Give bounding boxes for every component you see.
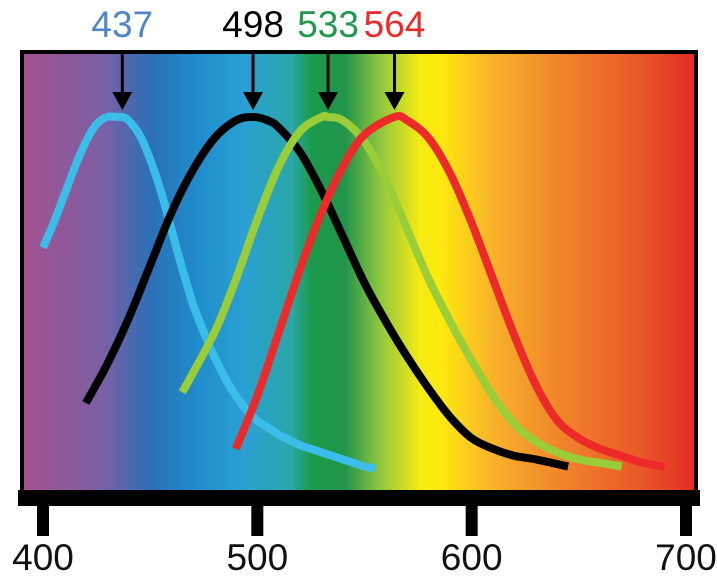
x-tick-label-500: 500 [226, 537, 288, 577]
x-tick-500 [251, 490, 264, 536]
peak-markers: 437 498 533 564 [91, 4, 425, 110]
x-axis-ticks: 400 500 600 700 [12, 490, 717, 577]
peak-arrowhead-564 [384, 92, 405, 110]
x-tick-label-400: 400 [12, 537, 74, 577]
curves-layer [39, 111, 666, 473]
curve-498 [82, 113, 569, 471]
x-tick-400 [37, 490, 49, 536]
peak-arrowhead-498 [243, 92, 264, 110]
peak-label-533: 533 [297, 4, 359, 45]
x-tick-600 [465, 490, 478, 536]
x-tick-label-700: 700 [655, 537, 717, 577]
peak-arrowhead-437 [112, 92, 133, 110]
peak-arrowhead-533 [318, 92, 339, 110]
x-tick-700 [680, 490, 692, 536]
peak-label-564: 564 [364, 4, 426, 45]
peak-label-498: 498 [222, 4, 284, 45]
x-axis-bar [18, 490, 700, 506]
x-tick-label-600: 600 [441, 537, 503, 577]
curve-533 [178, 111, 623, 471]
curve-564 [232, 112, 666, 471]
curve-437 [39, 112, 376, 473]
peak-label-437: 437 [91, 4, 153, 45]
